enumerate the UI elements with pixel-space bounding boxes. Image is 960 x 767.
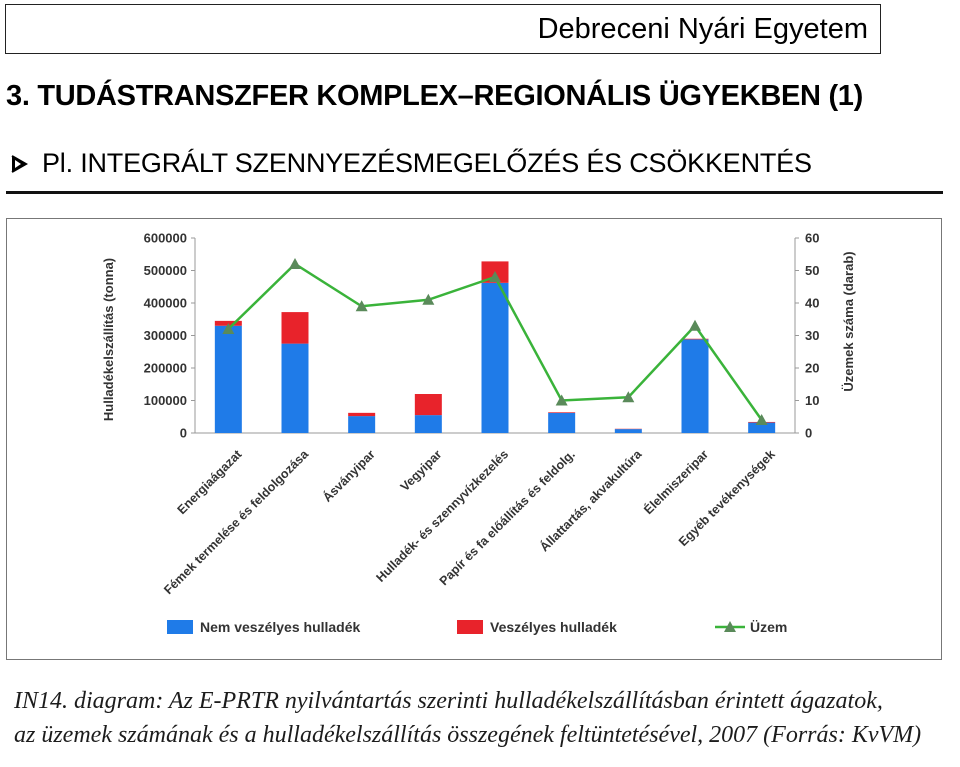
subtitle-bullet: Pl. INTEGRÁLT SZENNYEZÉSMEGELŐZÉS ÉS CSÖ… [10, 148, 812, 179]
y-tick-label-left: 0 [180, 426, 187, 441]
legend-label-plants: Üzem [750, 619, 787, 635]
x-tick-label: Energiaágazat [175, 447, 245, 517]
x-tick-label: Élelmiszeripar [641, 446, 712, 517]
legend-swatch-non-hazardous [167, 620, 193, 634]
marker-plants [622, 391, 635, 403]
title-divider [6, 191, 943, 194]
y-tick-label-left: 200000 [144, 361, 187, 376]
chart-frame: 600000 500000 400000 300000 200000 100000 0 60 5… [6, 218, 942, 660]
marker-plants [755, 414, 768, 425]
caption-line-2: az üzemek számának és a hulladékelszállí… [14, 722, 922, 748]
subtitle-text: Pl. INTEGRÁLT SZENNYEZÉSMEGELŐZÉS ÉS CSÖ… [42, 148, 812, 178]
legend-label-non-hazardous: Nem veszélyes hulladék [200, 619, 361, 635]
marker-plants [422, 293, 435, 305]
marker-plants [555, 394, 568, 406]
bar-non-hazardous [481, 282, 509, 433]
legend-label-hazardous: Veszélyes hulladék [490, 619, 617, 635]
y-tick-label-left: 400000 [144, 296, 187, 311]
bar-non-hazardous [548, 412, 576, 433]
x-tick-label: Hulladék- és szennyvízkezelés [373, 447, 511, 585]
y-axis-title-right: Üzemek száma (darab) [841, 251, 856, 391]
y-tick-label-right: 60 [805, 231, 819, 246]
section-title: 3. TUDÁSTRANSZFER KOMPLEX–REGIONÁLIS ÜGY… [6, 80, 863, 112]
chart-legend: Nem veszélyes hulladék Veszélyes hulladék… [167, 619, 787, 635]
bar-hazardous [348, 412, 376, 417]
x-tick-label: Fémek termelése és feldolgozása [161, 446, 312, 597]
y-axis-title-left: Hulladékelszállítás (tonna) [101, 258, 116, 421]
y-tick-label-right: 0 [805, 426, 812, 441]
y-tick-label-right: 50 [805, 263, 819, 278]
y-tick-label-right: 40 [805, 296, 819, 311]
bar-non-hazardous [214, 325, 242, 433]
header-title: Debreceni Nyári Egyetem [537, 13, 868, 45]
x-tick-label: Vegyipar [398, 447, 445, 494]
y-tick-label-left: 500000 [144, 263, 187, 278]
marker-plants [689, 319, 701, 331]
header-box: Debreceni Nyári Egyetem [5, 4, 881, 54]
bar-hazardous [548, 412, 576, 413]
marker-plants [222, 323, 235, 334]
bar-non-hazardous [414, 415, 442, 433]
chart-line [222, 258, 768, 425]
x-tick-label: Ásványipar [320, 446, 378, 504]
bar-non-hazardous [348, 416, 376, 433]
chart-svg: 600000 500000 400000 300000 200000 100000 0 60 5… [101, 231, 856, 636]
x-tick-label: Papír és fa előállítás és feldolg. [437, 447, 578, 588]
y-tick-label-right: 20 [805, 361, 819, 376]
bar-non-hazardous [281, 343, 309, 433]
bar-hazardous [681, 338, 709, 340]
bar-hazardous [414, 394, 442, 416]
y-tick-label-left: 600000 [144, 231, 187, 246]
y-tick-label-right: 30 [805, 328, 819, 343]
bar-non-hazardous [681, 339, 709, 433]
marker-plants [355, 300, 368, 312]
marker-plants [289, 258, 301, 269]
y-tick-label-left: 100000 [144, 393, 187, 408]
arrow-bullet-icon [11, 154, 28, 173]
y-tick-label-left: 300000 [144, 328, 187, 343]
bar-non-hazardous [748, 422, 776, 433]
figure-caption: IN14. diagram: Az E-PRTR nyilvántartás s… [14, 684, 944, 752]
marker-plants [489, 271, 501, 282]
caption-line-1: IN14. diagram: Az E-PRTR nyilvántartás s… [14, 688, 883, 714]
bar-hazardous [281, 312, 309, 344]
bar-non-hazardous [614, 429, 642, 433]
y-tick-label-right: 10 [805, 393, 819, 408]
chart-labels: 600000 500000 400000 300000 200000 100000 0 60 5… [101, 231, 856, 598]
legend-marker-plants [724, 621, 736, 632]
chart-bars [214, 261, 776, 433]
legend-swatch-hazardous [457, 620, 483, 634]
